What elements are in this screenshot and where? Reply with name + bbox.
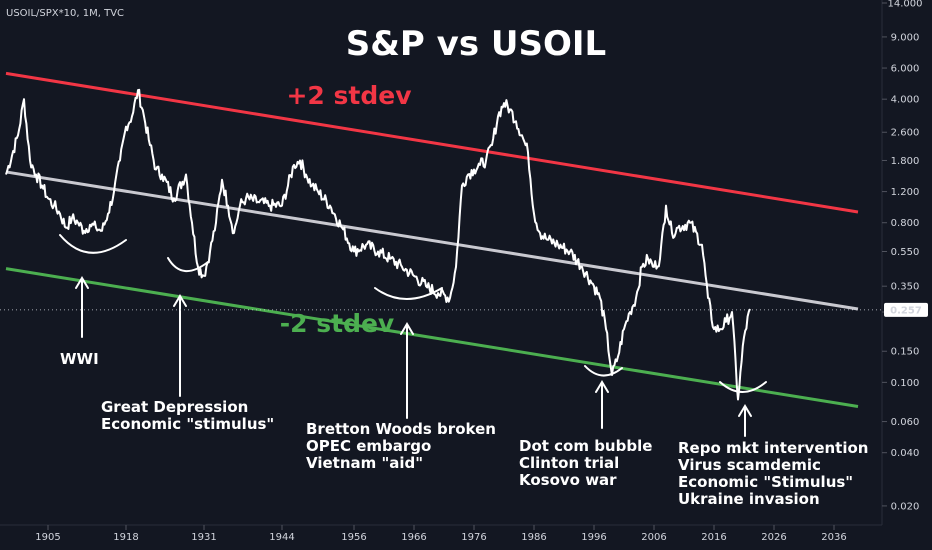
- price-line: [5, 88, 751, 401]
- last-value-box: [884, 302, 928, 317]
- x-tick-label: 1956: [341, 532, 366, 543]
- y-tick-label: 0.350: [891, 282, 920, 293]
- x-tick-label: 1986: [521, 532, 546, 543]
- arrow-repo: [738, 404, 752, 437]
- x-tick-label: 1918: [113, 532, 138, 543]
- annotation-marks: [59, 234, 767, 437]
- y-tick-label: 0.060: [891, 417, 920, 428]
- y-tick-label: 0.020: [891, 501, 920, 512]
- y-axis: 14.000 9.000 6.000 4.000 2.600 1.800 1.200 0.80…: [881, 0, 923, 525]
- upper-stdev-line: [5, 71, 859, 214]
- x-tick-label: 1976: [461, 532, 486, 543]
- y-tick-label: 1.800: [891, 156, 920, 167]
- curl-bretton: [374, 287, 443, 300]
- symbol-label: USOIL/SPX*10, 1M, TVC: [6, 8, 124, 19]
- y-tick-label: 14.000: [888, 0, 923, 10]
- y-tick-label: 0.550: [891, 247, 920, 258]
- last-value-label: 0.257: [890, 305, 922, 316]
- lower-stdev-line: [5, 267, 859, 409]
- upper-band-label: +2 stdev: [286, 81, 411, 110]
- annotation-depression: Great Depression Economic "stimulus": [101, 398, 274, 433]
- annotation-wwi: WWI: [60, 350, 99, 368]
- y-tick-label: 6.000: [891, 64, 920, 75]
- y-tick-label: 0.150: [891, 347, 920, 358]
- curl-wwi: [59, 234, 127, 254]
- curl-dotcom: [584, 365, 623, 377]
- x-tick-label: 2026: [761, 532, 786, 543]
- x-tick-label: 2036: [821, 532, 846, 543]
- x-tick-label: 1905: [35, 532, 60, 543]
- y-tick-label: 0.040: [891, 448, 920, 459]
- y-tick-label: 9.000: [891, 32, 920, 43]
- x-tick-label: 2006: [641, 532, 666, 543]
- price-series: [5, 88, 751, 401]
- annotation-bretton: Bretton Woods broken OPEC embargo Vietna…: [306, 420, 501, 472]
- x-tick-label: 1966: [401, 532, 426, 543]
- curl-repo: [719, 381, 767, 393]
- arrow-wwi: [75, 276, 89, 338]
- y-tick-label: 0.100: [891, 378, 920, 389]
- y-tick-label: 1.200: [891, 187, 920, 198]
- arrow-depression: [173, 294, 187, 397]
- y-tick-label: 0.800: [891, 218, 920, 229]
- stdev-bands: [5, 71, 859, 409]
- y-tick-label: 4.000: [891, 95, 920, 106]
- mean-trend-line: [5, 170, 859, 311]
- y-tick-label: 2.600: [891, 128, 920, 139]
- curl-depression: [167, 257, 209, 272]
- arrow-dotcom: [595, 380, 609, 429]
- x-tick-label: 2016: [701, 532, 726, 543]
- arrow-bretton: [400, 322, 414, 419]
- annotation-repo: Repo mkt intervention Virus scamdemic Ec…: [678, 439, 874, 508]
- x-tick-label: 1931: [191, 532, 216, 543]
- x-tick-label: 1996: [581, 532, 606, 543]
- annotation-dotcom: Dot com bubble Clinton trial Kosovo war: [519, 437, 658, 489]
- lower-band-label: -2 stdev: [280, 309, 394, 338]
- chart-title: S&P vs USOIL: [346, 24, 606, 64]
- x-tick-label: 1944: [269, 532, 294, 543]
- x-axis: 1905 1918 1931 1944 1956 1966 1976 1986 1996 2006…: [0, 524, 882, 543]
